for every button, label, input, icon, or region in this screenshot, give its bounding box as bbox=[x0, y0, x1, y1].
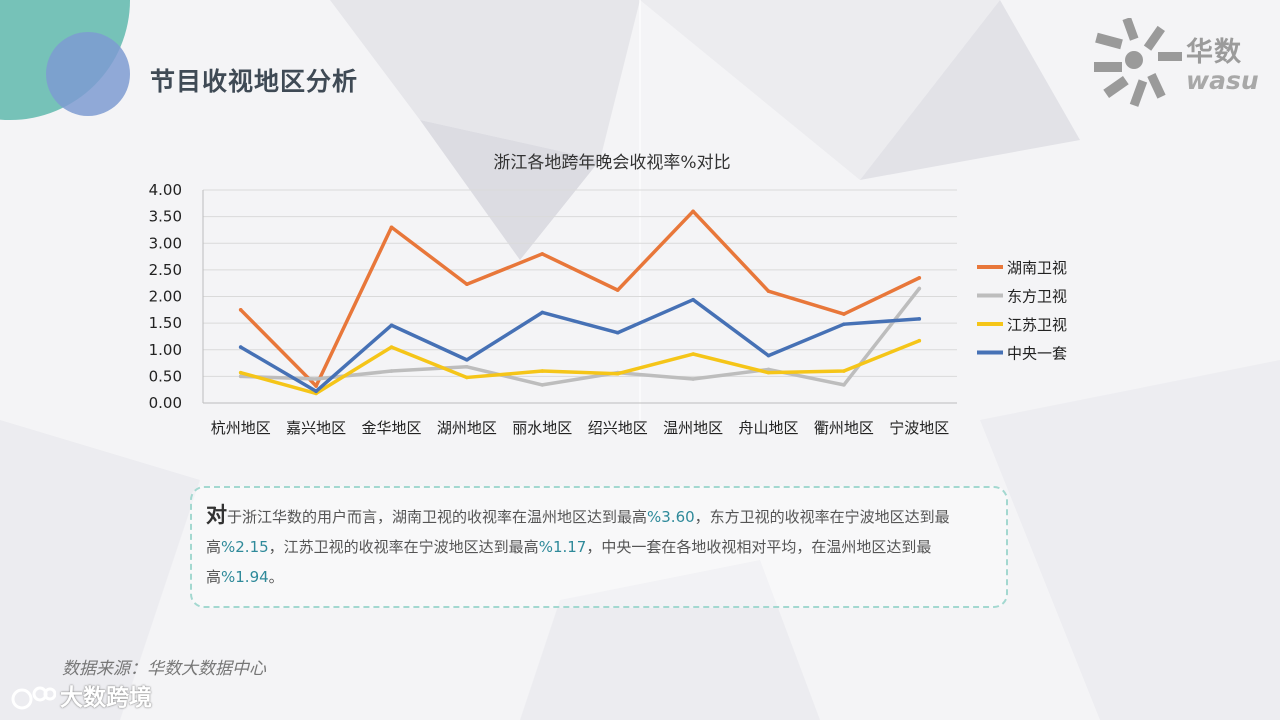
line-chart: 浙江各地跨年晚会收视率%对比 0.00 0.50 1.00 1.50 2.00 2.50 3… bbox=[149, 153, 1067, 437]
data-point bbox=[691, 209, 695, 214]
x-tick-label: 绍兴地区 bbox=[588, 419, 648, 437]
data-point bbox=[540, 310, 545, 315]
data-point bbox=[314, 389, 318, 394]
y-tick-label: 1.50 bbox=[149, 314, 182, 332]
data-point bbox=[615, 371, 620, 376]
data-point bbox=[238, 370, 243, 375]
summary-text-4: ，中央一套在各地收视相对平均，在温州地区达到最高 bbox=[206, 538, 932, 586]
watermark-icon bbox=[11, 686, 56, 710]
data-point bbox=[540, 383, 545, 387]
y-tick-label: 2.00 bbox=[149, 288, 182, 306]
x-tick-label: 宁波地区 bbox=[889, 419, 949, 437]
y-axis-ticks: 0.00 0.50 1.00 1.50 2.00 2.50 3.00 3.50 4.00 bbox=[149, 181, 182, 412]
y-tick-label: 0.50 bbox=[149, 367, 182, 385]
data-point bbox=[766, 353, 771, 358]
data-point bbox=[917, 286, 922, 291]
summary-value-3: %1.17 bbox=[538, 538, 587, 556]
series-line bbox=[238, 286, 922, 387]
chart-title: 浙江各地跨年晚会收视率%对比 bbox=[493, 153, 730, 173]
y-tick-label: 4.00 bbox=[149, 181, 182, 199]
x-tick-label: 丽水地区 bbox=[512, 419, 572, 437]
x-tick-label: 嘉兴地区 bbox=[286, 419, 346, 437]
data-point bbox=[389, 225, 394, 230]
series-line bbox=[238, 209, 922, 388]
data-point bbox=[238, 374, 243, 379]
data-point bbox=[314, 384, 318, 388]
x-tick-label: 舟山地区 bbox=[738, 419, 798, 437]
data-point bbox=[691, 297, 695, 302]
x-tick-label: 金华地区 bbox=[361, 419, 421, 437]
summary-text-2: ，东方卫视的收视率在宁波地区达到最高 bbox=[206, 508, 950, 556]
data-point bbox=[540, 252, 545, 256]
chart-series bbox=[238, 209, 922, 396]
logo-text-en: wasu bbox=[1186, 66, 1259, 95]
x-axis-ticks: 杭州地区 嘉兴地区 金华地区 湖州地区 丽水地区 绍兴地区 温州地区 舟山地区 衢州地区 宁波地区 bbox=[211, 419, 950, 437]
summary-lead: 对 bbox=[206, 503, 227, 527]
data-point bbox=[917, 338, 922, 343]
x-tick-label: 温州地区 bbox=[663, 419, 723, 437]
legend-label: 江苏卫视 bbox=[1007, 316, 1067, 334]
y-tick-label: 3.50 bbox=[149, 208, 182, 226]
data-point bbox=[615, 330, 620, 335]
data-point bbox=[766, 367, 771, 372]
x-tick-label: 湖州地区 bbox=[437, 419, 497, 437]
chart-grid bbox=[202, 189, 957, 404]
legend-label: 东方卫视 bbox=[1007, 288, 1067, 306]
x-tick-label: 杭州地区 bbox=[211, 419, 271, 437]
data-point bbox=[238, 345, 243, 349]
data-point bbox=[238, 308, 243, 312]
data-point bbox=[465, 364, 469, 369]
data-point bbox=[766, 289, 771, 293]
legend-label: 湖南卫视 bbox=[1007, 259, 1067, 277]
logo-text-cn: 华数 bbox=[1186, 37, 1242, 68]
data-point bbox=[465, 358, 469, 362]
summary-box: 对于浙江华数的用户而言，湖南卫视的收视率在温州地区达到最高%3.60，东方卫视的… bbox=[190, 486, 1008, 608]
data-point bbox=[842, 383, 846, 387]
summary-text-5: 。 bbox=[268, 568, 284, 586]
y-tick-label: 0.00 bbox=[149, 394, 182, 412]
data-point bbox=[540, 369, 545, 373]
data-point bbox=[842, 312, 846, 316]
legend-label: 中央一套 bbox=[1007, 345, 1067, 363]
summary-text-3: ，江苏卫视的收视率在宁波地区达到最高 bbox=[268, 538, 539, 556]
data-point bbox=[766, 370, 771, 375]
data-point bbox=[389, 323, 394, 328]
summary-text-1: 于浙江华数的用户而言，湖南卫视的收视率在温州地区达到最高 bbox=[227, 508, 648, 526]
summary-value-4: %1.94 bbox=[221, 568, 269, 586]
data-point bbox=[314, 377, 318, 381]
series-line bbox=[238, 338, 922, 396]
data-point bbox=[917, 317, 922, 321]
data-point bbox=[691, 377, 695, 381]
summary-value-1: %3.60 bbox=[647, 508, 695, 526]
y-tick-label: 3.00 bbox=[149, 234, 182, 252]
page-title: 节目收视地区分析 bbox=[150, 67, 359, 96]
data-point bbox=[389, 369, 394, 373]
wasu-logo-icon bbox=[1094, 18, 1182, 107]
data-point bbox=[691, 352, 695, 356]
data-point bbox=[917, 276, 922, 280]
y-tick-label: 2.50 bbox=[149, 261, 182, 279]
x-tick-label: 衢州地区 bbox=[814, 419, 874, 437]
data-point bbox=[842, 369, 846, 373]
data-point bbox=[465, 282, 469, 287]
y-tick-label: 1.00 bbox=[149, 341, 182, 359]
series-line bbox=[238, 297, 922, 394]
data-source: 数据来源：华数大数据中心 bbox=[62, 659, 266, 679]
watermark-text: 大数跨境 bbox=[60, 685, 152, 711]
data-point bbox=[389, 345, 394, 349]
summary-value-2: %2.15 bbox=[221, 538, 269, 556]
data-point bbox=[465, 375, 469, 380]
data-point bbox=[615, 288, 620, 292]
data-point bbox=[842, 322, 846, 326]
